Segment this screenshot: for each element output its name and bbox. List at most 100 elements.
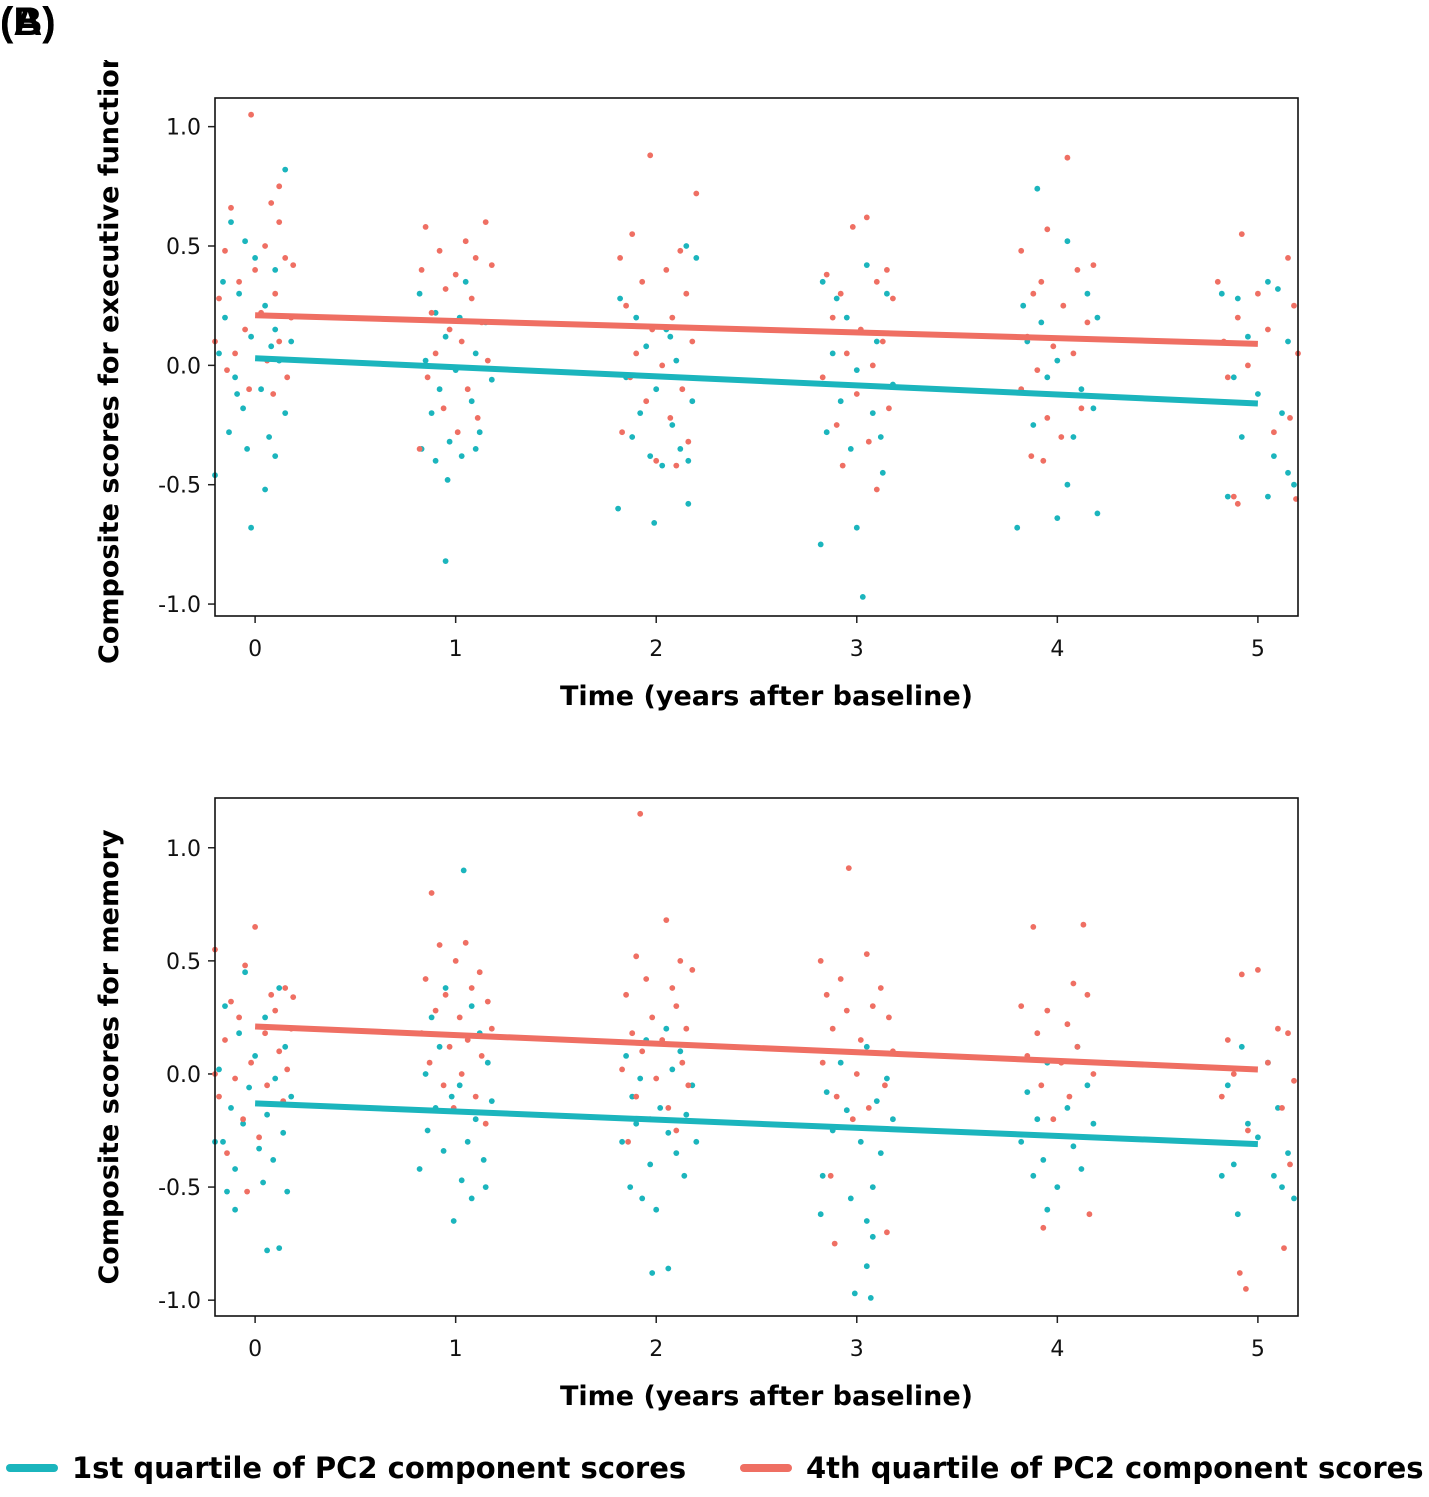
chart-a-point-q1 — [833, 295, 840, 302]
chart-b-point-q4 — [665, 1105, 672, 1111]
chart-a-point-q4 — [462, 238, 469, 245]
chart-a-point-q1 — [242, 238, 249, 245]
chart-b-point-q1 — [246, 1084, 253, 1091]
chart-b-point-q4 — [468, 985, 475, 991]
chart-b-point-q1 — [653, 1206, 660, 1213]
chart-b-ytick-label: -1.0 — [158, 1289, 201, 1314]
chart-a-point-q4 — [689, 338, 696, 345]
panel-a-label: (A) — [0, 0, 56, 44]
chart-a-point-q4 — [222, 247, 228, 254]
chart-a-point-q4 — [1090, 262, 1097, 268]
chart-b-point-q1 — [665, 1129, 672, 1136]
chart-b-point-q1 — [242, 969, 249, 976]
chart-b-point-q1 — [256, 1145, 262, 1152]
chart-b-point-q1 — [673, 1150, 680, 1156]
chart-a-point-q4 — [422, 224, 429, 230]
chart-b-point-q4 — [1236, 1270, 1243, 1276]
chart-a-point-q4 — [1255, 290, 1261, 297]
chart-a-point-q1 — [472, 350, 479, 357]
chart-b-point-q4 — [831, 1240, 838, 1247]
chart-b-point-q4 — [886, 1014, 892, 1021]
chart-b-point-q1 — [448, 1093, 455, 1100]
chart-b-point-q1 — [867, 1295, 874, 1301]
chart-b-point-q1 — [1279, 1184, 1285, 1190]
chart-a-point-q4 — [673, 462, 680, 469]
chart-a-point-q1 — [1084, 290, 1091, 297]
chart-a-point-q4 — [886, 405, 892, 412]
chart-a-point-q4 — [290, 262, 297, 268]
chart-a-point-q4 — [1060, 302, 1067, 309]
chart-b-point-q4 — [663, 917, 670, 923]
chart-b-point-q1 — [629, 1093, 636, 1100]
chart-a-point-q1 — [667, 333, 674, 340]
chart-b-point-q1 — [424, 1127, 431, 1134]
chart-a-point-q4 — [432, 350, 439, 357]
chart-b-point-q4 — [1044, 1007, 1051, 1014]
chart-b-xtick-label: 2 — [649, 1337, 663, 1362]
chart-b-point-q1 — [657, 1105, 664, 1111]
chart-b-point-q1 — [262, 1014, 268, 1021]
chart-a-point-q1 — [446, 438, 453, 445]
chart-b-point-q1 — [665, 1265, 672, 1272]
chart-a-point-q4 — [839, 462, 846, 469]
chart-b-point-q4 — [1279, 1105, 1285, 1111]
chart-a-point-q4 — [246, 386, 253, 393]
chart-a-point-q1 — [843, 314, 850, 321]
chart-a-point-q4 — [472, 255, 479, 261]
chart-b-point-q1 — [216, 1066, 222, 1073]
chart-b-point-q4 — [1030, 924, 1037, 930]
chart-a-point-q4 — [232, 350, 239, 357]
chart-b-point-q1 — [1271, 1172, 1277, 1179]
chart-b-point-q1 — [484, 1059, 491, 1066]
chart-a-point-q4 — [1230, 493, 1237, 500]
chart-b-point-q1 — [619, 1138, 625, 1145]
chart-b-point-q1 — [863, 1218, 870, 1224]
chart-a-point-q1 — [659, 462, 666, 469]
chart-a-point-q4 — [428, 309, 435, 316]
legend-swatch-q4 — [740, 1464, 792, 1472]
chart-b-xtick-label: 4 — [1050, 1337, 1064, 1362]
chart-a-point-q1 — [829, 350, 836, 357]
chart-a-point-q4 — [693, 190, 700, 197]
chart-a-point-q1 — [1238, 434, 1245, 440]
chart-a-trend-line-q4 — [255, 312, 1258, 347]
chart-a-point-q4 — [849, 224, 856, 230]
chart-a-point-q4 — [1234, 314, 1241, 321]
chart-b-point-q4 — [442, 991, 449, 998]
chart-a-point-q1 — [1020, 302, 1027, 309]
chart-a-point-q4 — [873, 278, 880, 285]
chart-b-xtick-label: 0 — [248, 1337, 262, 1362]
chart-a-point-q1 — [873, 338, 880, 345]
chart-a-point-q1 — [1279, 410, 1285, 416]
chart-b-point-q4 — [282, 985, 289, 991]
chart-a-point-q4 — [677, 247, 684, 254]
chart-a-point-q4 — [1285, 255, 1291, 261]
chart-a-point-q4 — [1074, 267, 1081, 273]
chart-a-point-q4 — [252, 267, 258, 273]
chart-b-point-q1 — [637, 1075, 644, 1082]
chart-b-point-q4 — [877, 985, 884, 991]
chart-a-point-q4 — [484, 357, 491, 364]
chart-a-point-q1 — [1230, 374, 1237, 381]
chart-a-point-q4 — [436, 247, 443, 254]
chart-b-point-q1 — [869, 1184, 876, 1190]
chart-b-point-q1 — [468, 1003, 475, 1009]
chart-a-point-q4 — [679, 386, 686, 393]
legend-swatch-q1 — [6, 1464, 58, 1472]
chart-a-point-q1 — [685, 500, 692, 507]
chart-b-point-q4 — [625, 1138, 631, 1145]
chart-b-point-q4 — [1018, 1003, 1025, 1009]
chart-a-point-q4 — [1034, 367, 1041, 373]
chart-a-point-q4 — [442, 286, 449, 292]
chart-b-point-q4 — [428, 890, 435, 896]
chart-a-point-q4 — [1064, 154, 1071, 161]
chart-a-point-q1 — [1218, 290, 1225, 297]
chart-a-point-q1 — [1291, 481, 1297, 488]
chart-b-point-q1 — [288, 1093, 295, 1100]
chart-b-point-q4 — [1224, 1037, 1231, 1043]
chart-b-point-q1 — [677, 1048, 684, 1055]
chart-b-point-q1 — [282, 1043, 289, 1050]
chart-a-point-q1 — [877, 434, 884, 440]
chart-a-point-q4 — [268, 200, 275, 206]
chart-a-point-q1 — [1285, 338, 1291, 345]
